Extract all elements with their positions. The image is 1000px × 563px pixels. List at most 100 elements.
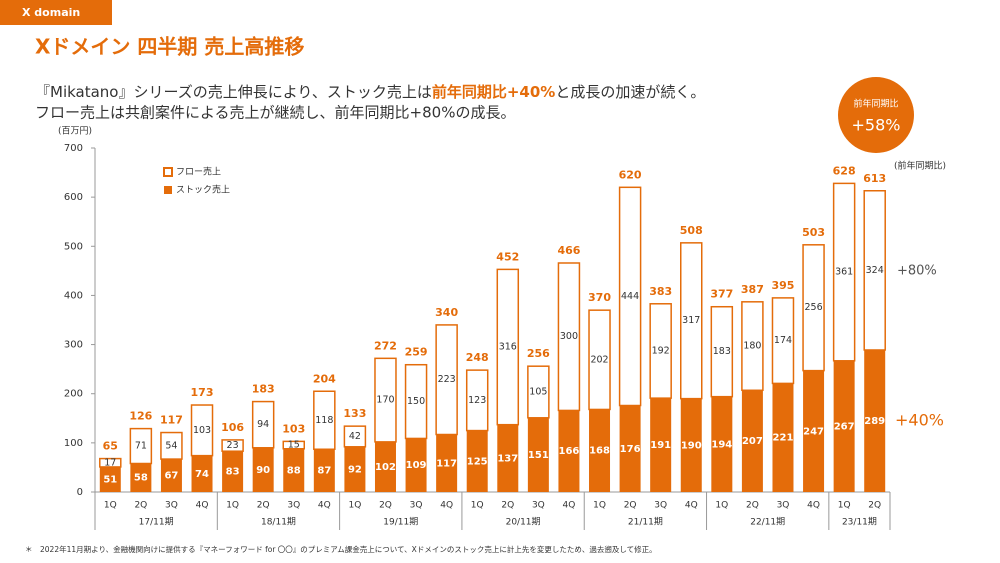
annotation-flow: +80% — [897, 264, 937, 279]
stock-label: 90 — [256, 465, 270, 476]
stock-bar — [466, 430, 488, 492]
flow-bar — [160, 431, 183, 460]
flow-label: 223 — [438, 374, 456, 385]
flow-bar — [863, 190, 886, 351]
total-label: 272 — [374, 339, 397, 352]
group-label: 23/11期 — [842, 517, 877, 528]
stock-label: 194 — [711, 439, 732, 450]
y-tick-label: 500 — [64, 241, 83, 252]
flow-bar — [435, 324, 458, 436]
annotation-stock: +40% — [895, 411, 944, 430]
subtitle-line1: 『Mikatano』シリーズの売上伸長により、ストック売上は前年同期比+40%と… — [35, 83, 705, 101]
x-tick-label: 2Q — [868, 501, 881, 511]
total-label: 103 — [282, 422, 305, 435]
x-tick-label: 1Q — [715, 501, 728, 511]
flow-label: 118 — [315, 415, 333, 426]
flow-bar — [832, 182, 856, 362]
annotation-yoy: (前年同期比) — [894, 160, 946, 172]
x-tick-label: 3Q — [654, 501, 667, 511]
total-label: 377 — [710, 288, 733, 301]
subtitle-highlight: 前年同期比+40% — [432, 83, 555, 101]
stock-label: 51 — [103, 474, 117, 485]
stock-label: 221 — [773, 433, 794, 444]
stock-label: 137 — [497, 453, 518, 464]
subtitle-part: 『Mikatano』シリーズの売上伸長により、ストック売上は — [35, 83, 432, 101]
x-tick-label: 1Q — [348, 501, 361, 511]
flow-bar — [618, 186, 642, 407]
flow-bar — [374, 357, 397, 443]
x-tick-label: 4Q — [685, 501, 698, 511]
flow-bar — [190, 404, 214, 457]
total-label: 508 — [680, 224, 703, 237]
flow-bar — [99, 457, 122, 468]
total-label: 65 — [103, 440, 118, 453]
stock-bar — [191, 455, 213, 492]
legend-label: フロー売上 — [176, 166, 221, 178]
subtitle-line2: フロー売上は共創案件による売上が継続し、前年同期比+80%の成長。 — [35, 104, 515, 122]
flow-bar — [771, 297, 795, 385]
x-tick-label: 4Q — [196, 501, 209, 511]
legend-label: ストック売上 — [176, 184, 230, 196]
x-tick-label: 3Q — [165, 501, 178, 511]
x-tick-label: 1Q — [593, 501, 606, 511]
x-tick-label: 1Q — [838, 501, 851, 511]
total-label: 259 — [405, 346, 428, 359]
flow-label: 23 — [227, 440, 239, 451]
flow-label: 324 — [866, 265, 884, 276]
title: Xドメイン 四半期 売上高推移 — [35, 35, 304, 59]
x-tick-label: 2Q — [746, 501, 759, 511]
y-tick-label: 400 — [64, 290, 83, 301]
total-label: 613 — [863, 172, 886, 185]
total-label: 117 — [160, 414, 183, 427]
stock-label: 176 — [620, 444, 641, 455]
stock-bar — [589, 409, 611, 492]
flow-label: 183 — [713, 346, 731, 357]
x-tick-label: 2Q — [501, 501, 514, 511]
total-label: 133 — [343, 407, 366, 420]
flow-bar — [802, 244, 825, 372]
stock-bar — [344, 446, 366, 492]
stock-bar — [833, 360, 855, 492]
flow-bar — [465, 369, 489, 432]
total-label: 383 — [649, 285, 672, 298]
flow-label: 180 — [743, 341, 761, 352]
stock-label: 125 — [467, 456, 488, 467]
total-label: 173 — [191, 386, 214, 399]
stock-bar — [680, 398, 702, 492]
stock-bar — [864, 349, 886, 492]
total-label: 628 — [833, 164, 856, 177]
flow-label: 256 — [804, 302, 822, 313]
group-label: 22/11期 — [750, 517, 785, 528]
footnote: ＊ 2022年11月期より、金融機関向けに提供する『マネーフォワード for 〇… — [25, 544, 657, 554]
stock-bar — [650, 398, 672, 492]
stock-bar — [619, 405, 641, 492]
stock-bar — [497, 424, 519, 492]
stock-bar — [313, 449, 335, 492]
total-label: 126 — [129, 410, 152, 423]
flow-label: 150 — [407, 396, 425, 407]
flow-bar — [710, 305, 734, 398]
flow-bar — [588, 309, 611, 411]
badge — [838, 77, 914, 153]
y-tick-label: 200 — [64, 389, 83, 400]
stock-bar — [283, 448, 305, 492]
total-label: 395 — [771, 279, 794, 292]
flow-label: 202 — [590, 354, 608, 365]
stock-bar — [558, 410, 580, 492]
x-tick-label: 4Q — [807, 501, 820, 511]
flow-label: 15 — [288, 440, 300, 451]
stock-label: 67 — [164, 471, 178, 482]
stock-bar — [222, 451, 244, 492]
flow-bar — [527, 365, 550, 419]
flow-label: 94 — [257, 419, 269, 430]
stock-label: 166 — [559, 446, 580, 457]
flow-label: 316 — [499, 342, 517, 353]
flow-label: 361 — [835, 267, 853, 278]
flow-label: 71 — [135, 441, 147, 452]
stock-label: 117 — [436, 458, 457, 469]
total-label: 620 — [619, 168, 642, 181]
x-tick-label: 3Q — [532, 501, 545, 511]
total-label: 256 — [527, 347, 550, 360]
stock-bar — [741, 390, 763, 492]
